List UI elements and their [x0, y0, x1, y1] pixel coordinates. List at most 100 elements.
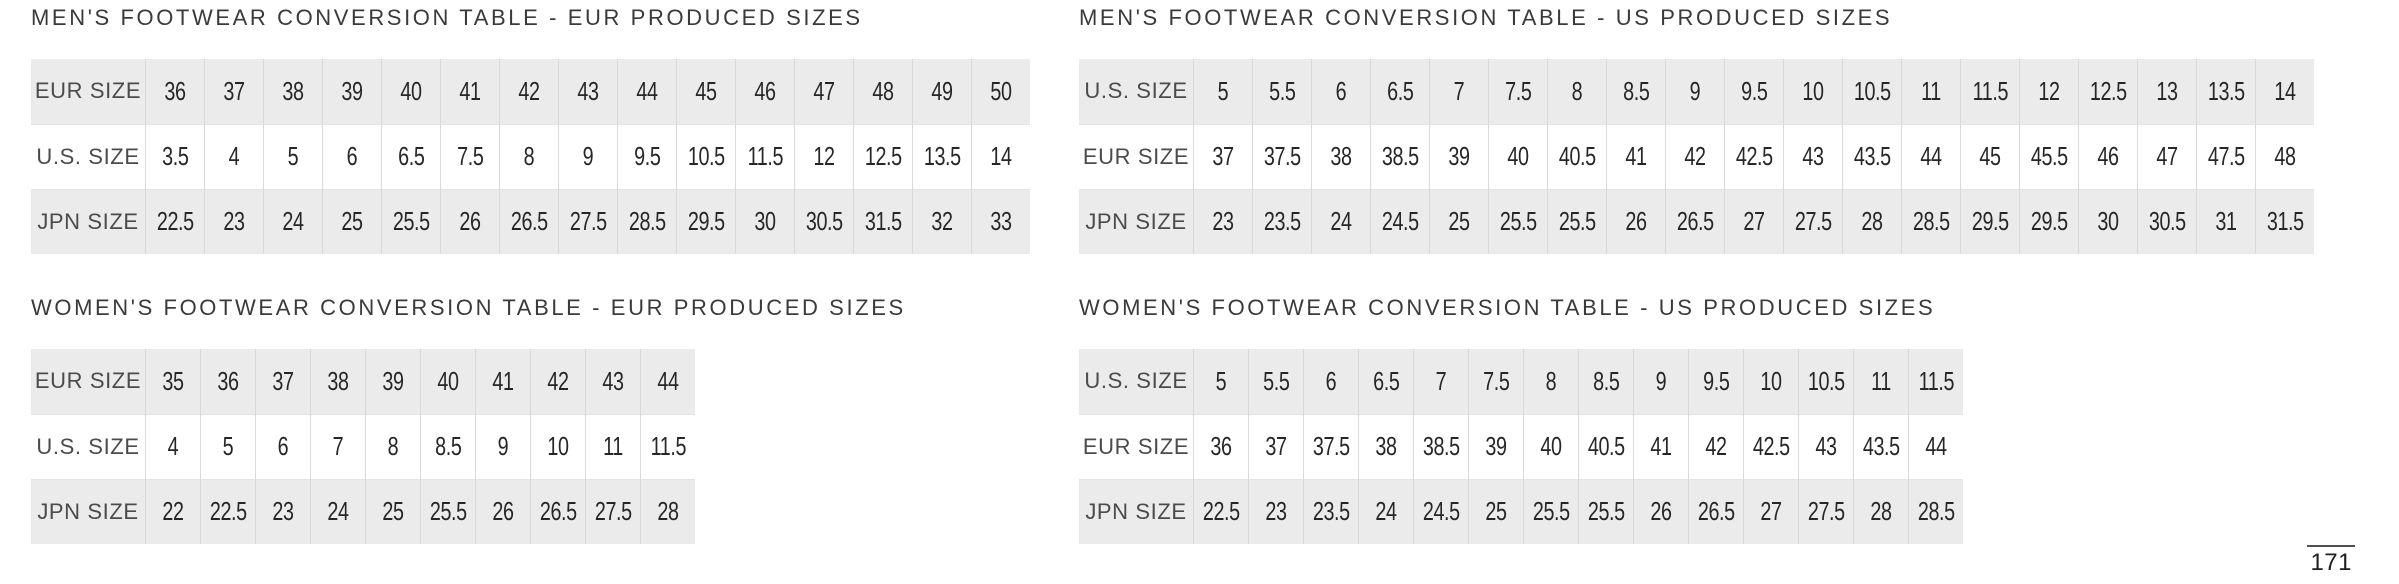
size-cell: 25.5	[1578, 478, 1634, 544]
size-cell: 27.5	[1783, 188, 1843, 254]
size-cell: 24	[1311, 188, 1371, 254]
size-value: 7.5	[1504, 75, 1532, 106]
size-value: 47	[813, 75, 835, 106]
size-value: 38	[1330, 141, 1352, 171]
size-value: 25	[341, 206, 363, 237]
size-value: 6.5	[1386, 75, 1414, 106]
size-cell: 41	[1633, 413, 1689, 479]
size-cell: 35	[145, 349, 201, 414]
size-cell: 10.5	[676, 123, 736, 189]
size-value: 40	[437, 365, 459, 396]
size-value: 6	[277, 431, 289, 461]
size-value: 36	[164, 75, 186, 106]
table-row: JPN SIZE 22.5 23 24 25 25.5 26 26.5 27.5 28.5 29.5…	[31, 188, 1030, 254]
size-value: 27.5	[1807, 496, 1845, 527]
size-table-mens-us: U.S. SIZE 5 5.5 6 6.5 7 7.5 8 8.5 9 9.5 10 10.5 11 11.…	[1079, 59, 2314, 254]
size-value: 35	[162, 365, 184, 396]
size-cell: 7	[1429, 59, 1489, 124]
size-value: 24.5	[1381, 206, 1419, 237]
size-value: 38.5	[1381, 141, 1419, 171]
size-value: 47.5	[2207, 141, 2245, 171]
size-value: 22.5	[156, 206, 194, 237]
size-value: 27.5	[569, 206, 607, 237]
size-value: 28	[657, 496, 679, 527]
size-cell: 4	[204, 123, 264, 189]
row-header: EUR SIZE	[1079, 413, 1194, 479]
size-cell: 26.5	[1665, 188, 1725, 254]
size-value: 11	[1871, 365, 1891, 396]
row-header: U.S. SIZE	[31, 123, 146, 189]
size-cell: 27.5	[558, 188, 618, 254]
size-value: 5.5	[1268, 75, 1296, 106]
size-value: 11.5	[747, 141, 783, 171]
size-value: 42	[1705, 431, 1727, 461]
size-value: 8.5	[434, 431, 462, 461]
size-value: 5.5	[1262, 365, 1290, 396]
size-value: 31.5	[864, 206, 902, 237]
size-cell: 13.5	[2196, 59, 2256, 124]
size-cell: 44	[640, 349, 695, 414]
size-cell: 8	[1523, 349, 1579, 414]
table-row: EUR SIZE 35 36 37 38 39 40 41 42 43 44	[31, 349, 695, 414]
size-cell: 11.5	[1908, 349, 1963, 414]
size-value: 42	[547, 365, 569, 396]
table-title-womens-us: WOMEN'S FOOTWEAR CONVERSION TABLE - US P…	[1079, 295, 1936, 320]
size-cell: 25.5	[420, 478, 476, 544]
size-cell: 37	[1193, 123, 1253, 189]
size-value: 5	[1215, 365, 1227, 396]
table-row: U.S. SIZE 4 5 6 7 8 8.5 9 10 11 11.5	[31, 413, 695, 479]
size-value: 10.5	[687, 141, 725, 171]
size-cell: 40.5	[1547, 123, 1607, 189]
size-cell: 5.5	[1252, 59, 1312, 124]
size-value: 44	[1925, 431, 1947, 461]
size-value: 13.5	[2207, 75, 2245, 106]
size-cell: 5	[1193, 59, 1253, 124]
size-value: 33	[990, 206, 1012, 237]
size-value: 23	[223, 206, 245, 237]
size-cell: 24.5	[1413, 478, 1469, 544]
size-value: 13	[2156, 75, 2178, 106]
size-value: 43.5	[1853, 141, 1891, 171]
size-cell: 37	[255, 349, 311, 414]
size-value: 25	[1448, 206, 1470, 237]
table-row: U.S. SIZE 5 5.5 6 6.5 7 7.5 8 8.5 9 9.5 10 10.5 11 11.…	[1079, 349, 1963, 414]
size-cell: 43.5	[1842, 123, 1902, 189]
size-cell: 39	[1468, 413, 1524, 479]
size-value: 27	[1743, 206, 1765, 237]
size-cell: 7.5	[1468, 349, 1524, 414]
size-value: 9	[497, 431, 509, 461]
section-womens-eur: WOMEN'S FOOTWEAR CONVERSION TABLE - EUR …	[31, 294, 906, 544]
size-value: 38.5	[1422, 431, 1460, 461]
size-value: 39	[341, 75, 363, 106]
section-mens-us: MEN'S FOOTWEAR CONVERSION TABLE - US PRO…	[1079, 4, 2314, 254]
size-cell: 7.5	[1488, 59, 1548, 124]
size-value: 25.5	[429, 496, 467, 527]
size-value: 7	[332, 431, 344, 461]
size-cell: 6.5	[381, 123, 441, 189]
section-mens-eur: MEN'S FOOTWEAR CONVERSION TABLE - EUR PR…	[31, 4, 1030, 254]
size-cell: 41	[1606, 123, 1666, 189]
size-cell: 12	[794, 123, 854, 189]
size-value: 25.5	[1587, 496, 1625, 527]
size-value: 39	[1448, 141, 1470, 171]
size-value: 41	[459, 75, 481, 106]
size-value: 29.5	[2030, 206, 2068, 237]
size-cell: 28	[1853, 478, 1909, 544]
size-value: 42	[518, 75, 540, 106]
size-cell: 6.5	[1358, 349, 1414, 414]
size-cell: 42.5	[1724, 123, 1784, 189]
size-cell: 28.5	[617, 188, 677, 254]
size-value: 41	[1650, 431, 1672, 461]
size-cell: 28.5	[1901, 188, 1961, 254]
size-value: 7.5	[456, 141, 484, 171]
size-value: 39	[382, 365, 404, 396]
size-value: 8	[1545, 365, 1557, 396]
size-cell: 31.5	[2255, 188, 2314, 254]
size-value: 9	[1655, 365, 1667, 396]
size-cell: 32	[912, 188, 972, 254]
size-value: 28.5	[628, 206, 666, 237]
size-value: 45.5	[2030, 141, 2068, 171]
size-value: 25.5	[1532, 496, 1570, 527]
size-value: 11	[1921, 75, 1941, 106]
size-cell: 38	[1311, 123, 1371, 189]
